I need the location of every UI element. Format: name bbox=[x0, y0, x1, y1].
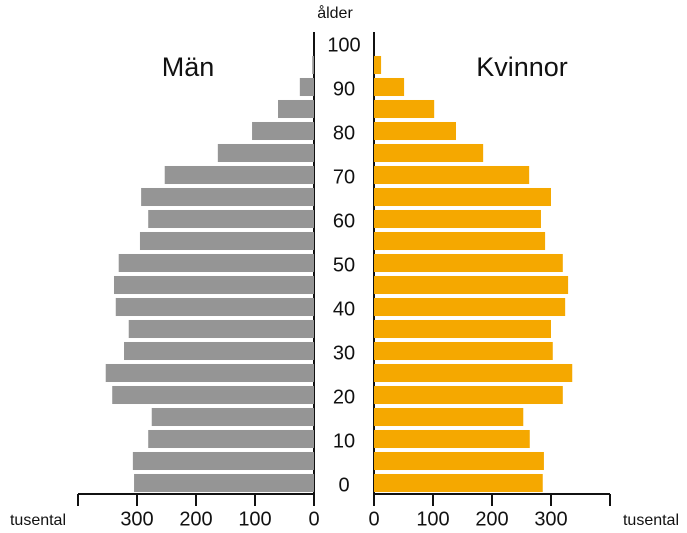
x-tick-label: 200 bbox=[475, 508, 508, 530]
y-tick-label: 10 bbox=[333, 430, 355, 452]
bar bbox=[374, 209, 541, 229]
y-tick-label: 50 bbox=[333, 254, 355, 276]
bar bbox=[374, 165, 530, 185]
x-tick-label: 300 bbox=[120, 508, 153, 530]
x-tick-label: 100 bbox=[238, 508, 271, 530]
x-axis-label: tusental bbox=[623, 512, 679, 529]
bar bbox=[217, 143, 314, 163]
bar bbox=[118, 253, 315, 273]
bar bbox=[132, 451, 314, 471]
bar bbox=[312, 55, 314, 75]
bar bbox=[374, 55, 382, 75]
bar bbox=[374, 297, 566, 317]
bar bbox=[374, 473, 543, 493]
bar bbox=[374, 143, 484, 163]
y-tick-label: 90 bbox=[333, 78, 355, 100]
bar bbox=[113, 275, 315, 295]
bar bbox=[374, 231, 546, 251]
y-tick-label: 0 bbox=[338, 474, 349, 496]
x-tick-label: 200 bbox=[179, 508, 212, 530]
y-tick-label: 100 bbox=[327, 34, 360, 56]
y-tick-label: 70 bbox=[333, 166, 355, 188]
bar bbox=[374, 77, 405, 97]
bar bbox=[164, 165, 314, 185]
bar bbox=[374, 407, 524, 427]
y-axis-label: ålder bbox=[317, 4, 353, 22]
bar bbox=[299, 77, 314, 97]
legend-label: Män bbox=[162, 52, 215, 82]
bar bbox=[112, 385, 314, 405]
y-tick-label: 80 bbox=[333, 122, 355, 144]
x-tick-label: 0 bbox=[368, 508, 379, 530]
bar bbox=[148, 209, 314, 229]
bar bbox=[374, 341, 553, 361]
bar bbox=[374, 187, 551, 207]
bar bbox=[374, 319, 551, 339]
bar bbox=[374, 121, 457, 141]
bar bbox=[374, 429, 530, 449]
bar bbox=[278, 99, 314, 119]
bar bbox=[374, 99, 435, 119]
y-tick-label: 60 bbox=[333, 210, 355, 232]
bar bbox=[134, 473, 314, 493]
y-tick-label: 20 bbox=[333, 386, 355, 408]
bar bbox=[252, 121, 314, 141]
bar bbox=[124, 341, 315, 361]
bar bbox=[128, 319, 314, 339]
bar bbox=[139, 231, 314, 251]
bar bbox=[115, 297, 314, 317]
bar bbox=[374, 275, 569, 295]
bar bbox=[374, 253, 563, 273]
x-tick-label: 0 bbox=[308, 508, 319, 530]
bar bbox=[374, 451, 544, 471]
legend-label: Kvinnor bbox=[476, 52, 568, 82]
bar bbox=[374, 363, 573, 383]
bar bbox=[148, 429, 314, 449]
bar bbox=[151, 407, 314, 427]
x-tick-label: 300 bbox=[534, 508, 567, 530]
x-tick-label: 100 bbox=[416, 508, 449, 530]
bar bbox=[141, 187, 314, 207]
x-axis-label: tusental bbox=[10, 512, 66, 529]
bar bbox=[374, 385, 563, 405]
bar bbox=[105, 363, 314, 383]
y-tick-label: 40 bbox=[333, 298, 355, 320]
y-tick-label: 30 bbox=[333, 342, 355, 364]
